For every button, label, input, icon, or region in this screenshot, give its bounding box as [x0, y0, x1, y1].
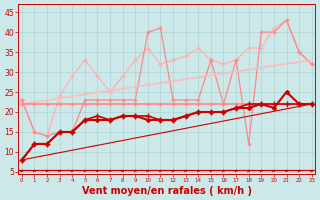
- X-axis label: Vent moyen/en rafales ( km/h ): Vent moyen/en rafales ( km/h ): [82, 186, 252, 196]
